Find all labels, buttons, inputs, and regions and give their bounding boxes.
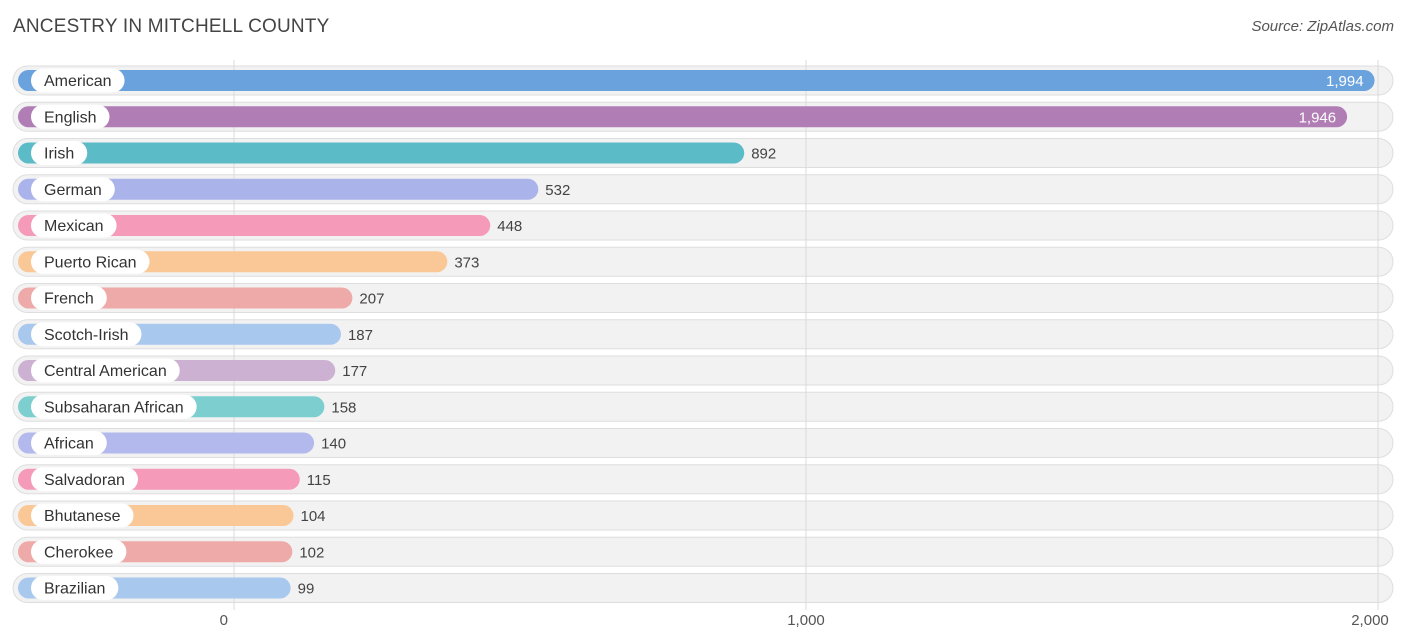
value-label: 373 bbox=[454, 254, 479, 271]
bar-row bbox=[12, 536, 1394, 567]
bar-row bbox=[12, 355, 1394, 386]
value-label: 158 bbox=[331, 399, 356, 416]
category-label-pill bbox=[31, 249, 150, 274]
category-label-pill bbox=[31, 213, 117, 238]
category-label: Irish bbox=[44, 146, 74, 163]
source-label: Source: ZipAtlas.com bbox=[1251, 18, 1394, 35]
x-tick-label: 1,000 bbox=[787, 612, 825, 629]
bar-row bbox=[12, 573, 1394, 603]
category-label: Cherokee bbox=[44, 544, 113, 561]
bar-row-foreground: Salvadoran 115 bbox=[18, 467, 331, 492]
bar-track bbox=[12, 464, 1394, 495]
bar bbox=[18, 178, 539, 200]
category-label: Mexican bbox=[44, 218, 104, 235]
value-label: 140 bbox=[321, 436, 346, 453]
bar-row-foreground: Irish 892 bbox=[18, 141, 776, 165]
category-label: Brazilian bbox=[44, 581, 105, 598]
bar-track bbox=[12, 428, 1394, 458]
x-axis: 0 1,000 2,000 bbox=[220, 612, 1389, 629]
value-label: 104 bbox=[300, 508, 325, 525]
value-label: 207 bbox=[359, 291, 384, 308]
category-label-pill bbox=[31, 576, 119, 600]
bar-track bbox=[12, 319, 1394, 350]
value-label: 1,994 bbox=[1326, 73, 1364, 90]
category-label-pill bbox=[31, 431, 107, 455]
category-label: Central American bbox=[44, 363, 167, 380]
bar-track bbox=[12, 500, 1394, 531]
value-label: 1,946 bbox=[1299, 109, 1337, 126]
category-label: Salvadoran bbox=[44, 472, 125, 489]
value-label: 448 bbox=[497, 218, 522, 235]
value-label: 187 bbox=[348, 327, 373, 344]
value-label: 892 bbox=[751, 146, 776, 163]
category-label: Scotch-Irish bbox=[44, 327, 128, 344]
category-label: African bbox=[44, 436, 94, 453]
bar-row-foreground: American 1,994 bbox=[18, 68, 1375, 93]
category-label: French bbox=[44, 291, 94, 308]
bar-track bbox=[12, 283, 1394, 313]
value-label: 115 bbox=[307, 472, 331, 489]
category-label: American bbox=[44, 73, 112, 90]
value-label: 532 bbox=[545, 182, 570, 199]
bar-track bbox=[12, 536, 1394, 567]
bar bbox=[18, 70, 1375, 91]
category-label-pill bbox=[31, 141, 88, 165]
category-label-pill bbox=[31, 467, 138, 492]
category-label-pill bbox=[31, 358, 180, 383]
bar-row-foreground: Cherokee 102 bbox=[18, 539, 324, 564]
bar-row bbox=[12, 464, 1394, 495]
category-label: English bbox=[44, 109, 96, 126]
bar-row-foreground: Central American 177 bbox=[18, 358, 367, 383]
category-label-pill bbox=[31, 104, 110, 129]
bar-row bbox=[12, 428, 1394, 458]
bar-track bbox=[12, 573, 1394, 603]
category-label: Puerto Rican bbox=[44, 254, 137, 271]
category-label-pill bbox=[31, 394, 197, 419]
category-label-pill bbox=[31, 503, 134, 528]
category-label-pill bbox=[31, 539, 127, 564]
value-label: 99 bbox=[298, 581, 315, 598]
bar-row-foreground: French 207 bbox=[18, 286, 384, 310]
bar-row-foreground: Brazilian 99 bbox=[18, 576, 314, 600]
bar-row-foreground: Puerto Rican 373 bbox=[18, 249, 479, 274]
category-label: German bbox=[44, 182, 102, 199]
bar-row-foreground: Subsaharan African 158 bbox=[18, 394, 356, 419]
bar-foreground: American 1,994 English 1,946 Irish 892 German 5… bbox=[18, 68, 1375, 600]
bar-row-foreground: African 140 bbox=[18, 431, 346, 455]
bar-row bbox=[12, 283, 1394, 313]
category-label-pill bbox=[31, 68, 125, 93]
bar bbox=[18, 215, 491, 236]
bar-row bbox=[12, 319, 1394, 350]
bar-row-foreground: German 532 bbox=[18, 177, 570, 202]
bar-track bbox=[12, 391, 1394, 422]
bar-row-foreground: Bhutanese 104 bbox=[18, 503, 326, 528]
category-label: Subsaharan African bbox=[44, 399, 184, 416]
category-label-pill bbox=[31, 177, 115, 202]
x-tick-label: 2,000 bbox=[1351, 612, 1389, 629]
x-tick-label: 0 bbox=[220, 612, 228, 629]
bar-row bbox=[12, 500, 1394, 531]
bar bbox=[18, 106, 1348, 128]
value-label: 102 bbox=[299, 544, 324, 561]
chart-title: ANCESTRY IN MITCHELL COUNTY bbox=[13, 16, 330, 37]
bar bbox=[18, 142, 745, 164]
bar-row-foreground: Mexican 448 bbox=[18, 213, 522, 238]
bar-row bbox=[12, 391, 1394, 422]
bar-row-foreground: Scotch-Irish 187 bbox=[18, 322, 373, 347]
category-label-pill bbox=[31, 322, 142, 347]
category-label: Bhutanese bbox=[44, 508, 121, 525]
category-label-pill bbox=[31, 286, 107, 310]
bar-row-foreground: English 1,946 bbox=[18, 104, 1348, 129]
value-label: 177 bbox=[342, 363, 367, 380]
bar-track bbox=[12, 355, 1394, 386]
